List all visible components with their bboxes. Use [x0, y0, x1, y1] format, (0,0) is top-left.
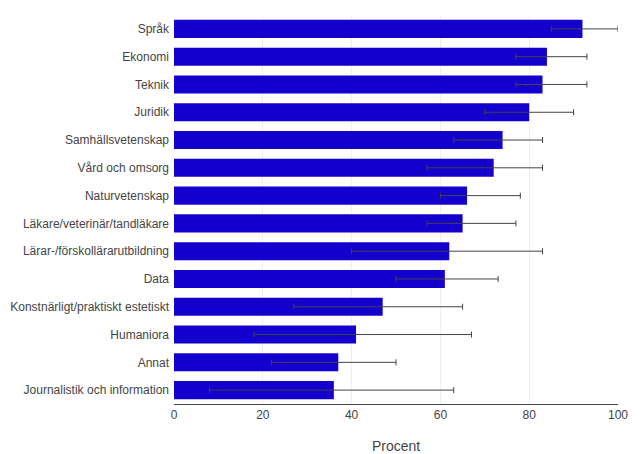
svg-text:Teknik: Teknik: [135, 78, 170, 92]
svg-text:Procent: Procent: [372, 438, 420, 454]
svg-text:Läkare/veterinär/tandläkare: Läkare/veterinär/tandläkare: [23, 217, 169, 231]
svg-text:Journalistik och information: Journalistik och information: [24, 383, 169, 397]
svg-text:Humaniora: Humaniora: [110, 328, 169, 342]
svg-text:Annat: Annat: [138, 356, 170, 370]
svg-text:60: 60: [434, 408, 448, 422]
svg-text:Data: Data: [144, 272, 170, 286]
svg-text:Vård och omsorg: Vård och omsorg: [78, 161, 169, 175]
svg-text:Juridik: Juridik: [134, 105, 170, 119]
svg-text:Lärar-/förskollärarutbildning: Lärar-/förskollärarutbildning: [23, 244, 169, 258]
svg-text:80: 80: [523, 408, 537, 422]
svg-text:Språk: Språk: [138, 22, 170, 36]
svg-text:100: 100: [608, 408, 628, 422]
svg-text:Samhällsvetenskap: Samhällsvetenskap: [65, 133, 169, 147]
svg-text:Ekonomi: Ekonomi: [122, 50, 169, 64]
svg-text:Konstnärligt/praktiskt estetis: Konstnärligt/praktiskt estetiskt: [10, 300, 169, 314]
svg-text:40: 40: [345, 408, 359, 422]
svg-text:Naturvetenskap: Naturvetenskap: [85, 189, 169, 203]
svg-text:0: 0: [171, 408, 178, 422]
svg-text:20: 20: [256, 408, 270, 422]
